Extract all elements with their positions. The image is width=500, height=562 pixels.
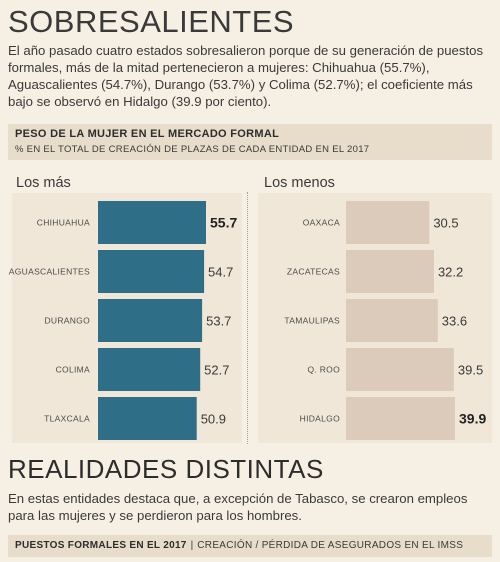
- section-title: REALIDADES DISTINTAS: [8, 454, 324, 484]
- category-label: COLIMA: [56, 365, 90, 375]
- group-title-los-mas: Los más: [16, 175, 71, 191]
- footer-banner-regular: CREACIÓN / PÉRDIDA DE ASEGURADOS EN EL I…: [197, 540, 464, 551]
- category-label: AGUASCALIENTES: [9, 267, 90, 277]
- bar: [98, 299, 203, 342]
- chart-subtitle: % EN EL TOTAL DE CREACIÓN DE PLAZAS DE C…: [15, 144, 370, 155]
- chart-header-banner: PESO DE LA MUJER EN EL MERCADO FORMAL % …: [8, 124, 492, 160]
- value-label: 50.9: [201, 412, 226, 427]
- chart-divider: [247, 192, 249, 444]
- category-label: TLAXCALA: [44, 414, 90, 424]
- category-label: ZACATECAS: [287, 267, 340, 277]
- bar: [346, 250, 434, 293]
- bar: [98, 201, 206, 244]
- value-label: 53.7: [206, 314, 231, 329]
- bar: [98, 250, 205, 293]
- page-title: SOBRESALIENTES: [8, 4, 295, 39]
- bar: [346, 397, 455, 440]
- value-label: 32.2: [438, 265, 463, 280]
- footer-banner-separator: |: [190, 540, 194, 551]
- category-label: HIDALGO: [300, 414, 340, 424]
- value-label: 30.5: [433, 216, 458, 231]
- bar: [98, 397, 197, 440]
- bar: [346, 348, 454, 391]
- value-label: 52.7: [204, 363, 229, 378]
- category-label: OAXACA: [303, 218, 340, 228]
- chart-title: PESO DE LA MUJER EN EL MERCADO FORMAL: [15, 128, 280, 140]
- bar: [346, 201, 430, 244]
- category-label: CHIHUAHUA: [37, 218, 90, 228]
- category-label: DURANGO: [44, 316, 90, 326]
- value-label: 39.9: [459, 411, 486, 427]
- value-label: 55.7: [210, 215, 237, 231]
- section-paragraph: En estas entidades destaca que, a excepc…: [8, 491, 468, 523]
- value-label: 39.5: [458, 363, 483, 378]
- group-title-los-menos: Los menos: [264, 175, 335, 191]
- bar: [98, 348, 201, 391]
- category-label: TAMAULIPAS: [284, 316, 340, 326]
- category-label: Q. ROO: [308, 365, 341, 375]
- value-label: 33.6: [442, 314, 467, 329]
- bar: [346, 299, 438, 342]
- intro-paragraph: El año pasado cuatro estados sobresalier…: [8, 43, 484, 109]
- value-label: 54.7: [208, 265, 233, 280]
- footer-banner: PUESTOS FORMALES EN EL 2017 | CREACIÓN / P…: [8, 535, 492, 557]
- footer-banner-bold: PUESTOS FORMALES EN EL 2017: [15, 540, 187, 551]
- bar-charts: CHIHUAHUA 55.7 AGUASCALIENTES 54.7 DURANGO 53…: [9, 193, 492, 443]
